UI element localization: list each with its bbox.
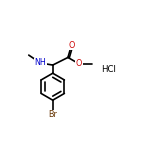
Text: O: O [76, 59, 82, 68]
Text: HCl: HCl [101, 65, 116, 74]
Text: Br: Br [48, 110, 57, 119]
Text: NH: NH [35, 59, 46, 67]
Text: O: O [68, 41, 75, 50]
